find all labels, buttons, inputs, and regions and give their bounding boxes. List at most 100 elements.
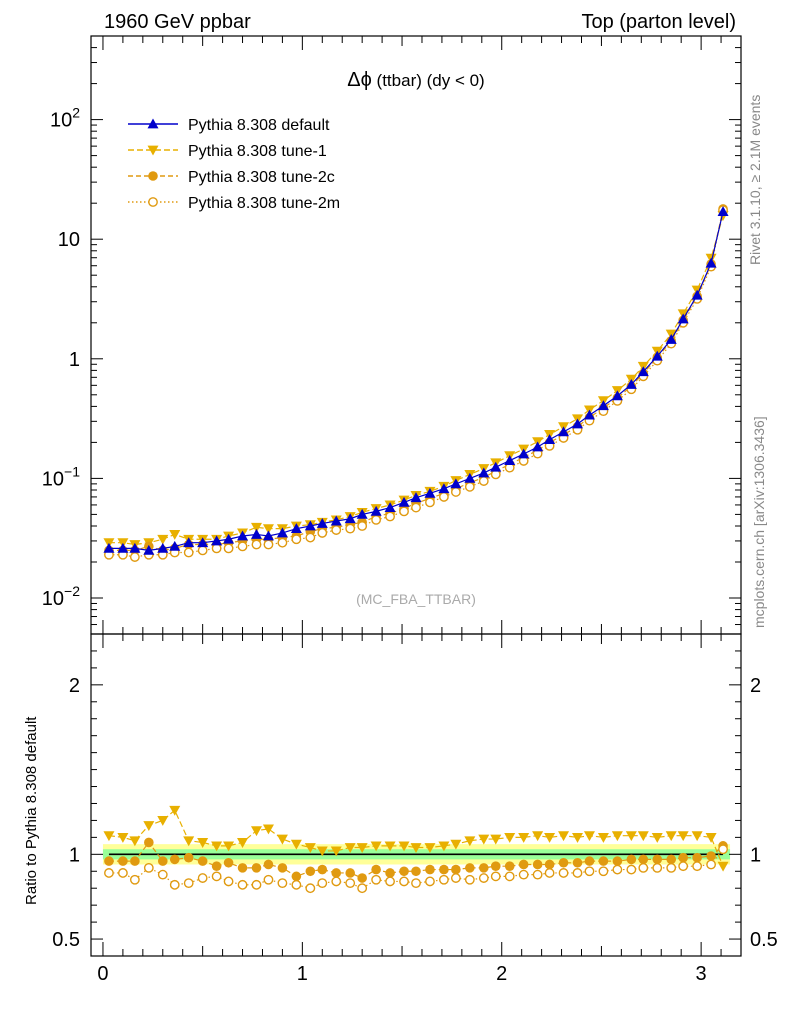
pythia-8-308-tune-1-point bbox=[117, 832, 129, 843]
main-y-tick-label: 10 bbox=[58, 229, 80, 251]
pythia-8-308-tune-1-point bbox=[330, 846, 342, 857]
ratio-ylabel: Ratio to Pythia 8.308 default bbox=[23, 716, 40, 905]
pythia-8-308-tune-2m-point bbox=[223, 876, 234, 887]
pythia-8-308-tune-2c-point bbox=[598, 856, 609, 866]
pythia-8-308-default-point bbox=[478, 467, 490, 478]
pythia-8-308-tune-2c-point bbox=[251, 863, 262, 873]
pythia-8-308-tune-1-point bbox=[583, 831, 595, 842]
ratio-y-tick-label-left: 1 bbox=[69, 844, 80, 866]
pythia-8-308-default-point bbox=[637, 366, 649, 377]
pythia-8-308-tune-1-point bbox=[262, 524, 274, 535]
x-tick-label: 2 bbox=[496, 963, 507, 985]
pythia-8-308-tune-2m-point bbox=[237, 879, 248, 890]
legend-label: Pythia 8.308 tune-2c bbox=[188, 169, 335, 186]
pythia-8-308-tune-2m-point bbox=[211, 543, 222, 554]
pythia-8-308-tune-2m-point bbox=[129, 552, 140, 562]
pythia-8-308-default-point bbox=[197, 537, 209, 548]
pythia-8-308-tune-1-point bbox=[665, 831, 677, 842]
pythia-8-308-default-point bbox=[705, 257, 717, 268]
pythia-8-308-tune-2m-point bbox=[331, 876, 342, 887]
pythia-8-308-tune-2c-point bbox=[291, 871, 302, 882]
pythia-8-308-tune-2m-point bbox=[450, 873, 461, 883]
pythia-8-308-tune-2m-point bbox=[118, 868, 128, 878]
pythia-8-308-tune-2m-point bbox=[371, 514, 382, 525]
pythia-8-308-tune-2m-point bbox=[169, 879, 180, 890]
pythia-8-308-default-point bbox=[665, 333, 677, 344]
pythia-8-308-tune-2c-point bbox=[518, 859, 529, 870]
ratio-panel: 0.5 0.5 1 1 2 2 0 1 2 3 Ratio to Pythia 8.308 de… bbox=[23, 633, 778, 985]
pythia-8-308-tune-2m-point bbox=[317, 528, 328, 538]
pythia-8-308-default-point bbox=[103, 542, 115, 553]
pythia-8-308-tune-1-point bbox=[344, 843, 356, 854]
pythia-8-308-tune-2c-point bbox=[478, 863, 489, 873]
pythia-8-308-default-point bbox=[370, 505, 382, 516]
pythia-8-308-tune-2c-point bbox=[626, 854, 637, 865]
pythia-8-308-tune-1-point bbox=[370, 841, 382, 852]
pythia-8-308-tune-2m-point bbox=[638, 862, 649, 873]
pythia-8-308-tune-2m-point bbox=[197, 545, 208, 556]
pythia-8-308-tune-1-point bbox=[129, 836, 141, 847]
pythia-8-308-tune-2m-point bbox=[584, 866, 595, 877]
mcplots-label: mcplots.cern.ch [arXiv:1306.3436] bbox=[751, 416, 767, 628]
pythia-8-308-default-point bbox=[597, 400, 609, 411]
rivet-label: Rivet 3.1.10, ≥ 2.1M events bbox=[747, 95, 763, 265]
pythia-8-308-default-point bbox=[490, 461, 502, 472]
pythia-8-308-tune-2m-point bbox=[439, 492, 449, 502]
pythia-8-308-default-point bbox=[558, 426, 570, 437]
pythia-8-308-tune-1-point bbox=[223, 841, 235, 852]
pythia-8-308-tune-1-point bbox=[398, 841, 410, 852]
pythia-8-308-default-point bbox=[117, 542, 129, 553]
pythia-8-308-tune-2c-point bbox=[666, 854, 677, 865]
pythia-8-308-tune-2m-point bbox=[425, 876, 435, 887]
main-y-tick-label: 1 bbox=[69, 349, 80, 371]
pythia-8-308-tune-2c-point bbox=[584, 856, 595, 866]
pythia-8-308-tune-1-point bbox=[651, 832, 663, 843]
legend-marker bbox=[147, 145, 159, 156]
pythia-8-308-tune-2m-point bbox=[706, 859, 716, 870]
pythia-8-308-tune-2c-point bbox=[692, 852, 702, 863]
main-series bbox=[103, 204, 729, 562]
pythia-8-308-tune-2m-point bbox=[558, 868, 569, 878]
main-y-tick-base: 10 bbox=[50, 110, 72, 132]
pythia-8-308-tune-2c-point bbox=[357, 873, 367, 883]
pythia-8-308-tune-2c-point bbox=[451, 864, 461, 875]
pythia-8-308-tune-1-point bbox=[637, 831, 649, 842]
pythia-8-308-tune-2m-point bbox=[399, 876, 409, 887]
pythia-8-308-tune-2m-point bbox=[143, 862, 154, 873]
pythia-8-308-tune-2m-point bbox=[572, 868, 583, 878]
pythia-8-308-default-point bbox=[504, 455, 516, 465]
pythia-8-308-tune-2m-point bbox=[345, 523, 356, 534]
main-title-rest: (ttbar) (dy < 0) bbox=[372, 71, 485, 90]
pythia-8-308-tune-2c-point bbox=[532, 859, 543, 870]
pythia-8-308-tune-2c-point bbox=[157, 856, 168, 866]
pythia-8-308-default-point bbox=[262, 530, 274, 541]
pythia-8-308-tune-2m-point bbox=[223, 543, 234, 554]
pythia-8-308-tune-2c-point bbox=[169, 854, 180, 865]
pythia-8-308-tune-1-point bbox=[544, 832, 556, 843]
pythia-8-308-tune-1-point bbox=[464, 836, 476, 847]
pythia-8-308-tune-2c-point bbox=[371, 864, 381, 875]
pythia-8-308-tune-2m-point bbox=[478, 873, 489, 883]
pythia-8-308-tune-2m-point bbox=[317, 878, 328, 889]
legend-marker bbox=[148, 197, 158, 207]
pythia-8-308-default-point bbox=[625, 378, 637, 389]
pythia-8-308-tune-2m-point bbox=[385, 876, 395, 887]
pythia-8-308-tune-2m-point bbox=[305, 532, 316, 543]
ratio-series bbox=[103, 805, 729, 894]
pythia-8-308-tune-2c-point bbox=[612, 856, 623, 866]
pythia-8-308-tune-1-point bbox=[183, 836, 195, 847]
pythia-8-308-tune-2m-point bbox=[411, 502, 421, 513]
pythia-8-308-default-point bbox=[356, 508, 368, 519]
pythia-8-308-tune-2c-point bbox=[277, 863, 288, 873]
pythia-8-308-tune-2c-point bbox=[197, 856, 208, 866]
pythia-8-308-tune-2m-point bbox=[263, 539, 274, 550]
ratio-y-tick-label-right: 0.5 bbox=[750, 929, 778, 951]
pythia-8-308-tune-1-point bbox=[677, 831, 689, 842]
pythia-8-308-tune-1-point bbox=[250, 522, 262, 533]
pythia-8-308-default-point bbox=[237, 530, 249, 541]
pythia-8-308-default-point bbox=[424, 487, 436, 498]
pythia-8-308-tune-2c-point bbox=[439, 864, 449, 875]
pythia-8-308-tune-1-point bbox=[572, 832, 584, 843]
ratio-y-tick-label-right: 2 bbox=[750, 675, 761, 697]
pythia-8-308-tune-1-point bbox=[356, 843, 368, 854]
